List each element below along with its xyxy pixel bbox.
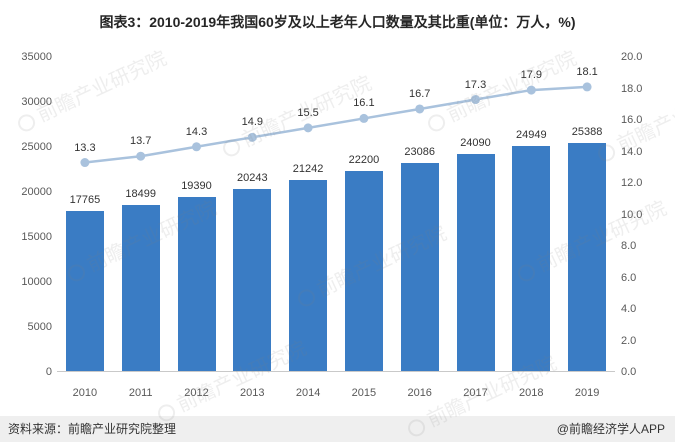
line-value-label: 14.3 — [185, 125, 208, 138]
left-axis-tick-label: 25000 — [21, 141, 52, 153]
right-axis-tick-label: 20.0 — [621, 51, 643, 63]
plot-area: 17765 18499 19390 20243 21242 22200 23086 24090… — [57, 57, 615, 372]
population-bar — [121, 204, 160, 371]
ratio-line — [84, 85, 588, 164]
bar-value-label: 17765 — [69, 194, 101, 207]
population-bar — [512, 146, 551, 371]
right-axis-tick-label: 2.0 — [621, 334, 637, 347]
x-axis: 2010 2011 2012 2013 2014 2015 2016 2017 2018 2019 — [57, 381, 615, 401]
x-axis-label: 2018 — [519, 387, 544, 399]
right-axis-tick-label: 6.0 — [621, 271, 637, 284]
right-axis-tick-label: 4.0 — [621, 303, 637, 315]
population-bar — [65, 211, 104, 371]
bar-value-label: 18499 — [125, 187, 156, 200]
line-value-label: 18.1 — [576, 65, 598, 78]
line-marker — [192, 142, 201, 152]
bar-value-label: 21242 — [292, 162, 324, 175]
line-value-label: 14.9 — [241, 116, 263, 129]
right-axis-tick-label: 16.0 — [621, 114, 643, 126]
left-axis-tick-label: 10000 — [21, 276, 52, 288]
line-marker — [136, 151, 146, 161]
line-marker — [303, 123, 313, 133]
line-value-label: 17.9 — [520, 69, 542, 82]
line-value-label: 17.3 — [464, 78, 487, 91]
bar-value-label: 24090 — [460, 137, 491, 150]
x-axis-label: 2011 — [128, 387, 153, 399]
right-axis-tick-label: 14.0 — [621, 145, 643, 158]
population-bar — [344, 171, 383, 371]
bar-value-label: 24949 — [515, 129, 547, 142]
right-y-axis: 20.0 18.0 16.0 14.0 12.0 10.0 8.0 6.0 4.0 2.0 0.0 — [621, 51, 669, 378]
bar-value-label: 23086 — [404, 146, 435, 159]
population-bar — [568, 142, 607, 371]
ratio-line-series — [80, 82, 592, 168]
x-axis-label: 2017 — [463, 387, 488, 399]
x-axis-label: 2012 — [184, 387, 209, 399]
line-marker — [80, 158, 90, 168]
line-marker — [582, 82, 592, 92]
left-axis-tick-label: 5000 — [27, 321, 52, 333]
bar-value-label: 20243 — [236, 171, 268, 184]
left-y-axis: 35000 30000 25000 20000 15000 10000 5000 0 — [6, 51, 52, 378]
line-value-label: 13.3 — [74, 141, 96, 154]
population-bar — [233, 188, 272, 371]
right-axis-tick-label: 8.0 — [621, 240, 637, 252]
source-text: 资料来源：前瞻产业研究院整理 — [8, 422, 177, 436]
line-marker — [471, 95, 480, 105]
population-bar — [289, 179, 328, 371]
x-axis-label: 2019 — [574, 387, 600, 399]
left-axis-tick-label: 15000 — [21, 231, 52, 243]
left-axis-tick-label: 35000 — [21, 51, 52, 63]
x-axis-label: 2014 — [295, 387, 321, 399]
footer-bar: 资料来源：前瞻产业研究院整理 @前瞻经济学人APP — [0, 416, 675, 442]
x-axis-label: 2015 — [351, 387, 377, 399]
population-bar — [456, 154, 495, 371]
line-marker — [526, 85, 536, 95]
left-axis-tick-label: 20000 — [21, 186, 52, 198]
population-bar — [177, 196, 216, 371]
credit-text: @前瞻经济学人APP — [556, 422, 665, 436]
population-bar — [400, 163, 439, 371]
line-marker — [415, 104, 425, 114]
bar-value-label: 22200 — [348, 154, 380, 167]
x-axis-label: 2010 — [72, 387, 98, 399]
chart-title: 图表3：2010-2019年我国60岁及以上老年人口数量及其比重(单位：万人，%… — [99, 14, 576, 30]
x-axis-label: 2016 — [407, 387, 432, 399]
line-marker — [359, 113, 369, 123]
line-marker — [247, 132, 257, 142]
line-value-label: 16.7 — [408, 87, 431, 100]
left-axis-tick-label: 30000 — [21, 96, 52, 108]
right-axis-tick-label: 0.0 — [621, 366, 637, 378]
bar-value-label: 19390 — [181, 179, 212, 192]
right-axis-tick-label: 18.0 — [621, 82, 643, 95]
left-axis-tick-label: 0 — [45, 366, 52, 378]
right-axis-tick-label: 10.0 — [621, 208, 643, 221]
right-axis-tick-label: 12.0 — [621, 177, 643, 189]
line-value-label: 16.1 — [353, 97, 375, 110]
bar-value-label: 25388 — [571, 125, 603, 138]
x-axis-label: 2013 — [240, 387, 265, 399]
line-value-label: 15.5 — [297, 106, 319, 119]
line-value-label: 13.7 — [129, 135, 152, 148]
